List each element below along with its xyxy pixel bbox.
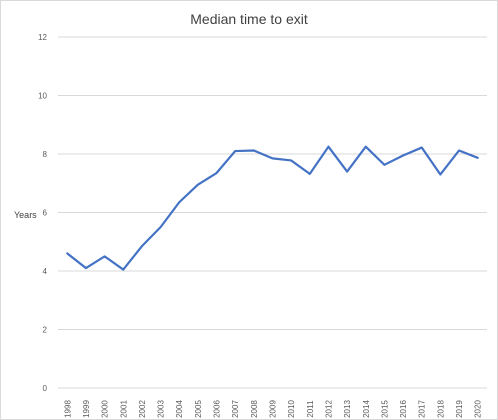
x-tick-label: 2016 (399, 400, 408, 418)
data-point (271, 157, 274, 159)
x-tick-label: 2004 (175, 400, 184, 418)
data-point (383, 164, 386, 166)
y-axis-ticks: 0 2 4 6 8 10 12 (38, 33, 47, 393)
data-point (197, 184, 199, 186)
y-tick-label: 10 (38, 92, 47, 101)
x-tick-label: 2009 (269, 400, 278, 418)
chart-title: Median time to exit (190, 11, 308, 27)
x-tick-label: 2017 (418, 400, 427, 418)
x-tick-label: 1999 (82, 400, 91, 418)
data-point (458, 149, 460, 152)
y-tick-label: 6 (43, 209, 48, 218)
data-point (402, 154, 404, 157)
x-tick-label: 2020 (474, 400, 483, 418)
y-tick-label: 4 (43, 267, 48, 276)
x-tick-label: 2005 (194, 400, 203, 418)
x-tick-label: 2018 (436, 400, 445, 418)
x-tick-label: 2015 (380, 400, 389, 418)
data-point (159, 226, 162, 228)
data-point (85, 267, 87, 269)
data-point (327, 146, 330, 148)
data-point (365, 146, 367, 148)
x-tick-label: 2013 (343, 400, 352, 418)
x-tick-label: 2001 (119, 400, 128, 418)
data-point (178, 201, 180, 203)
data-point (104, 255, 106, 257)
x-axis-ticks: 1998 1999 2000 2001 2002 2003 2004 2005 2006 2007… (63, 400, 482, 418)
data-point (309, 173, 311, 175)
series-layer (66, 145, 479, 271)
x-tick-label: 1998 (63, 400, 72, 418)
y-tick-label: 0 (43, 384, 48, 393)
y-axis-label: Years (14, 210, 37, 220)
data-point (421, 146, 423, 149)
x-tick-label: 2003 (157, 400, 166, 418)
data-point (141, 245, 143, 247)
x-tick-label: 2006 (213, 400, 222, 418)
data-point (477, 157, 479, 159)
x-tick-label: 2000 (101, 400, 110, 418)
y-tick-label: 12 (38, 33, 47, 42)
x-tick-label: 2011 (306, 400, 315, 418)
x-tick-label: 2019 (455, 400, 464, 418)
data-point (122, 268, 124, 271)
x-tick-label: 2010 (287, 400, 296, 418)
data-point (290, 159, 292, 162)
data-point (66, 252, 68, 255)
data-point (253, 149, 255, 152)
data-point (346, 170, 348, 173)
x-tick-label: 2012 (324, 400, 333, 418)
data-point (234, 150, 236, 152)
y-tick-label: 2 (43, 326, 48, 335)
y-tick-label: 8 (43, 150, 48, 159)
x-tick-label: 2008 (250, 400, 259, 418)
data-point (215, 172, 218, 174)
x-tick-label: 2007 (231, 400, 240, 418)
series-line (66, 145, 479, 271)
data-point (439, 173, 441, 176)
gridlines (58, 36, 487, 389)
x-tick-label: 2014 (362, 400, 371, 418)
x-tick-label: 2002 (138, 400, 147, 418)
